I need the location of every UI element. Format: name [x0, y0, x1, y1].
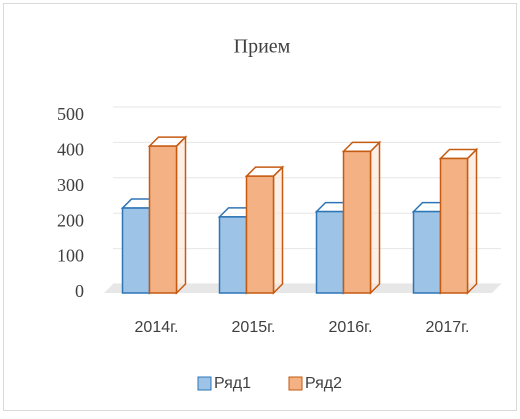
bar [315, 210, 345, 294]
legend-swatch [288, 376, 303, 391]
bar-side [466, 147, 478, 295]
bar [439, 157, 469, 294]
bar [148, 145, 178, 294]
x-tick-label: 2016г. [329, 319, 373, 336]
x-tick-label: 2014г. [135, 319, 179, 336]
x-tick-label: 2015г. [232, 319, 276, 336]
bar [342, 150, 372, 294]
bar [121, 207, 151, 294]
bar-side [272, 165, 284, 295]
y-tick-label: 300 [57, 175, 84, 195]
y-tick-label: 0 [75, 281, 84, 301]
legend-label: Ряд2 [305, 375, 342, 392]
x-tick-label: 2017г. [426, 319, 470, 336]
bar [245, 175, 275, 294]
bar [218, 216, 248, 294]
y-tick-label: 100 [57, 246, 84, 266]
y-tick-label: 200 [57, 210, 84, 230]
y-tick-label: 500 [57, 104, 84, 124]
floor [104, 284, 501, 293]
chart-title: Прием [234, 36, 291, 58]
bar-side [175, 135, 187, 295]
bar [412, 210, 442, 294]
legend-swatch [197, 376, 212, 391]
legend-label: Ряд1 [214, 375, 251, 392]
y-tick-label: 400 [57, 140, 84, 160]
bar-side [369, 140, 381, 295]
